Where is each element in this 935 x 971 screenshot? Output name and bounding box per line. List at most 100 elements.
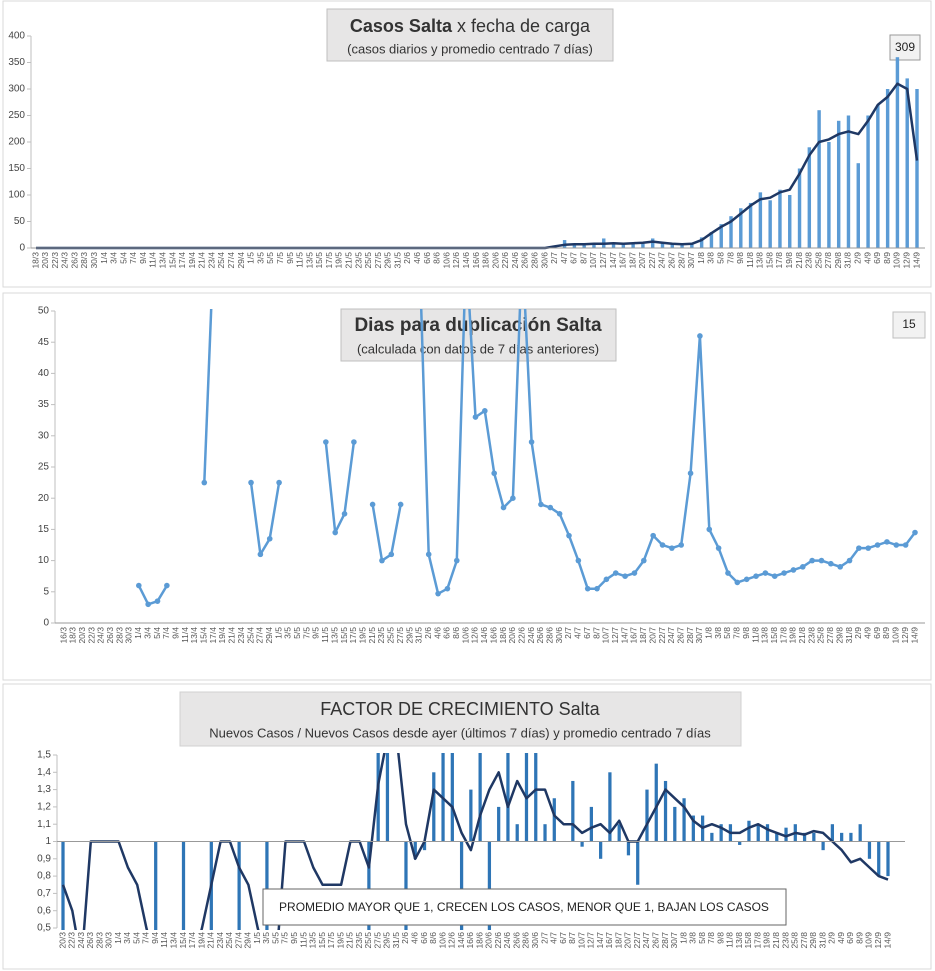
marker bbox=[603, 576, 610, 583]
x-tick-label: 16/7 bbox=[629, 627, 639, 644]
marker bbox=[472, 414, 479, 420]
marker bbox=[332, 529, 338, 536]
marker bbox=[145, 601, 151, 608]
x-tick-label: 9/5 bbox=[311, 627, 321, 639]
x-tick-label: 21/8 bbox=[794, 252, 804, 269]
x-tick-label: 10/7 bbox=[576, 932, 586, 949]
x-tick-label: 15/5 bbox=[317, 932, 327, 949]
bar bbox=[599, 841, 603, 859]
x-tick-label: 22/6 bbox=[493, 932, 503, 949]
x-tick-label: 3/4 bbox=[122, 932, 132, 944]
title-box bbox=[340, 308, 617, 362]
x-tick-label: 12/9 bbox=[873, 932, 883, 949]
x-tick-label: 26/3 bbox=[69, 252, 79, 269]
x-tick-label: 30/3 bbox=[124, 627, 134, 644]
x-tick-label: 29/8 bbox=[833, 252, 843, 269]
x-tick-label: 7/5 bbox=[275, 252, 285, 264]
x-tick-label: 11/8 bbox=[725, 932, 735, 948]
x-tick-label: 12/7 bbox=[610, 627, 620, 644]
annotation: 15 bbox=[902, 317, 916, 331]
x-tick-label: 14/9 bbox=[882, 932, 892, 949]
y-tick-label: 250 bbox=[8, 110, 25, 121]
x-tick-label: 30/6 bbox=[530, 932, 540, 949]
y-tick-label: 0,5 bbox=[37, 923, 51, 934]
x-tick-label: 29/4 bbox=[264, 627, 274, 644]
bar bbox=[691, 815, 695, 842]
bar bbox=[608, 772, 612, 842]
x-tick-label: 20/3 bbox=[57, 932, 67, 949]
x-tick-label: 4/9 bbox=[862, 252, 872, 264]
line bbox=[249, 482, 281, 556]
marker bbox=[257, 551, 264, 558]
x-tick-label: 31/5 bbox=[391, 932, 401, 949]
marker bbox=[902, 542, 909, 548]
bar bbox=[849, 832, 853, 842]
x-tick-label: 23/5 bbox=[353, 252, 363, 269]
marker bbox=[725, 570, 731, 576]
x-tick-label: 4/9 bbox=[862, 627, 872, 639]
bar bbox=[432, 772, 436, 842]
x-tick-label: 22/6 bbox=[516, 627, 526, 644]
x-tick-label: 27/5 bbox=[395, 627, 405, 644]
x-tick-label: 20/7 bbox=[623, 932, 633, 949]
x-tick-label: 23/8 bbox=[804, 252, 814, 269]
x-tick-label: 1/5 bbox=[252, 932, 262, 944]
marker bbox=[594, 585, 600, 592]
bar bbox=[650, 238, 655, 248]
x-tick-label: 25/5 bbox=[363, 252, 373, 269]
y-tick-label: 300 bbox=[8, 84, 25, 95]
x-tick-label: 11/5 bbox=[295, 252, 305, 268]
x-tick-label: 26/6 bbox=[511, 932, 521, 949]
bar bbox=[621, 243, 626, 248]
y-tick-label: 0 bbox=[19, 243, 25, 254]
bar bbox=[571, 780, 575, 842]
bar bbox=[840, 832, 844, 842]
x-tick-label: 21/5 bbox=[343, 252, 353, 269]
marker bbox=[547, 504, 554, 511]
x-tick-label: 5/5 bbox=[292, 627, 302, 639]
bar bbox=[690, 242, 694, 248]
x-tick-label: 14/6 bbox=[461, 252, 471, 269]
bar bbox=[756, 824, 760, 842]
title-box bbox=[179, 691, 742, 747]
x-tick-label: 27/8 bbox=[799, 932, 809, 949]
x-tick-label: 7/8 bbox=[725, 252, 735, 264]
marker bbox=[266, 535, 273, 542]
x-tick-label: 10/6 bbox=[437, 932, 447, 949]
x-tick-label: 12/9 bbox=[900, 627, 910, 644]
x-tick-label: 30/7 bbox=[694, 627, 704, 644]
x-tick-label: 1/4 bbox=[99, 252, 109, 264]
x-tick-label: 17/4 bbox=[208, 627, 218, 644]
x-tick-label: 6/9 bbox=[872, 252, 882, 264]
x-tick-label: 2/9 bbox=[853, 627, 863, 639]
x-tick-label: 17/4 bbox=[187, 932, 197, 949]
x-tick-label: 24/3 bbox=[60, 252, 70, 269]
x-tick-label: 10/7 bbox=[588, 252, 598, 269]
line bbox=[61, 753, 889, 930]
y-tick-label: 1,2 bbox=[37, 802, 51, 813]
bar bbox=[719, 824, 723, 842]
x-tick-label: 10/6 bbox=[441, 252, 451, 269]
x-tick-label: 3/4 bbox=[142, 627, 152, 639]
bar bbox=[641, 243, 645, 248]
marker bbox=[566, 532, 572, 539]
x-tick-label: 8/6 bbox=[432, 252, 442, 264]
bar bbox=[645, 789, 649, 842]
x-tick-label: 26/7 bbox=[675, 627, 685, 644]
bar bbox=[699, 237, 704, 248]
x-tick-label: 5/8 bbox=[722, 627, 732, 639]
x-tick-label: 9/8 bbox=[741, 627, 751, 639]
x-tick-label: 18/7 bbox=[627, 252, 637, 269]
bar bbox=[385, 753, 390, 842]
marker bbox=[846, 557, 853, 564]
bar bbox=[660, 242, 665, 248]
x-tick-label: 26/3 bbox=[105, 627, 115, 644]
bar bbox=[885, 89, 890, 248]
annotation-box bbox=[889, 34, 921, 61]
marker bbox=[771, 573, 778, 579]
x-tick-label: 17/5 bbox=[326, 932, 336, 949]
bar bbox=[719, 224, 723, 248]
bar bbox=[459, 841, 464, 930]
marker bbox=[444, 585, 451, 592]
marker bbox=[369, 501, 376, 508]
